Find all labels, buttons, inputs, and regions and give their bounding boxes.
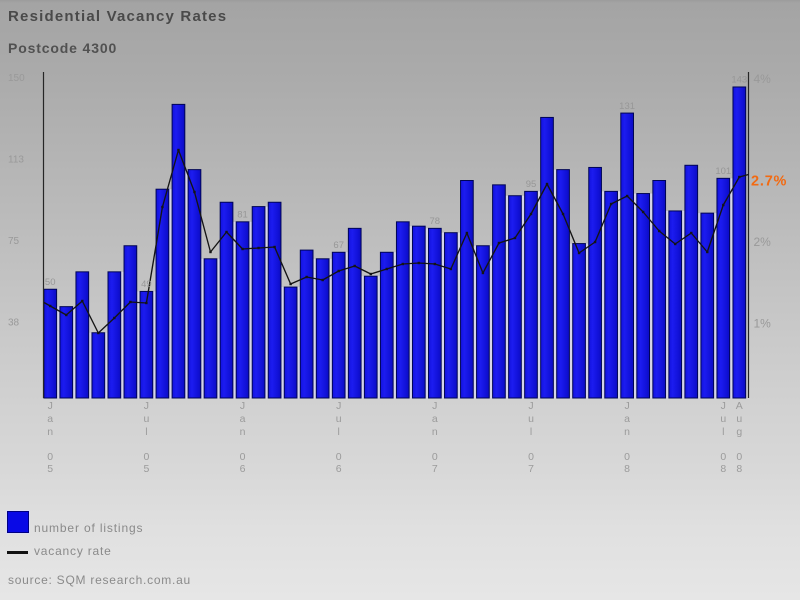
svg-text:g: g bbox=[736, 426, 742, 438]
svg-text:0: 0 bbox=[336, 451, 342, 463]
svg-text:u: u bbox=[736, 413, 742, 425]
svg-text:5: 5 bbox=[47, 463, 53, 475]
svg-text:J: J bbox=[48, 400, 53, 412]
svg-text:n: n bbox=[432, 426, 438, 438]
svg-text:a: a bbox=[624, 413, 630, 425]
svg-text:l: l bbox=[722, 426, 724, 438]
svg-text:6: 6 bbox=[336, 463, 342, 475]
svg-text:J: J bbox=[624, 400, 629, 412]
svg-text:n: n bbox=[47, 426, 53, 438]
svg-text:113: 113 bbox=[8, 154, 24, 165]
svg-text:0: 0 bbox=[736, 451, 742, 463]
svg-text:0: 0 bbox=[143, 451, 149, 463]
svg-text:0: 0 bbox=[528, 451, 534, 463]
svg-text:2.7%: 2.7% bbox=[751, 174, 787, 190]
svg-text:J: J bbox=[240, 400, 245, 412]
svg-text:0: 0 bbox=[720, 451, 726, 463]
svg-text:2%: 2% bbox=[754, 235, 772, 249]
svg-text:7: 7 bbox=[528, 463, 534, 475]
svg-text:131: 131 bbox=[619, 101, 635, 112]
svg-text:50: 50 bbox=[45, 277, 56, 288]
svg-text:6: 6 bbox=[240, 463, 246, 475]
svg-text:81: 81 bbox=[237, 210, 248, 221]
svg-text:150: 150 bbox=[8, 73, 25, 84]
svg-text:8: 8 bbox=[720, 463, 726, 475]
svg-text:0: 0 bbox=[432, 451, 438, 463]
svg-text:l: l bbox=[145, 426, 147, 438]
svg-text:a: a bbox=[432, 413, 438, 425]
svg-text:143: 143 bbox=[731, 75, 747, 86]
svg-text:75: 75 bbox=[8, 236, 20, 247]
svg-text:8: 8 bbox=[736, 463, 742, 475]
svg-text:101: 101 bbox=[715, 166, 731, 177]
svg-text:n: n bbox=[624, 426, 630, 438]
svg-text:a: a bbox=[240, 413, 246, 425]
svg-text:J: J bbox=[432, 400, 437, 412]
svg-text:u: u bbox=[336, 413, 342, 425]
svg-text:0: 0 bbox=[240, 451, 246, 463]
svg-text:l: l bbox=[530, 426, 532, 438]
svg-text:l: l bbox=[338, 426, 340, 438]
svg-text:95: 95 bbox=[526, 179, 537, 190]
svg-text:u: u bbox=[720, 413, 726, 425]
svg-text:J: J bbox=[528, 400, 533, 412]
svg-text:49: 49 bbox=[141, 279, 152, 290]
svg-text:J: J bbox=[336, 400, 341, 412]
svg-text:67: 67 bbox=[333, 240, 344, 251]
svg-text:a: a bbox=[47, 413, 53, 425]
svg-text:A: A bbox=[736, 400, 743, 412]
svg-text:0: 0 bbox=[624, 451, 630, 463]
svg-text:5: 5 bbox=[143, 463, 149, 475]
svg-text:J: J bbox=[721, 400, 726, 412]
svg-text:1%: 1% bbox=[754, 316, 772, 330]
svg-text:8: 8 bbox=[624, 463, 630, 475]
svg-text:J: J bbox=[144, 400, 149, 412]
svg-text:78: 78 bbox=[430, 216, 441, 227]
svg-text:u: u bbox=[143, 413, 149, 425]
svg-text:4%: 4% bbox=[754, 72, 772, 86]
svg-text:0: 0 bbox=[47, 451, 53, 463]
svg-text:38: 38 bbox=[8, 317, 20, 328]
svg-text:7: 7 bbox=[432, 463, 438, 475]
svg-text:u: u bbox=[528, 413, 534, 425]
svg-text:n: n bbox=[240, 426, 246, 438]
